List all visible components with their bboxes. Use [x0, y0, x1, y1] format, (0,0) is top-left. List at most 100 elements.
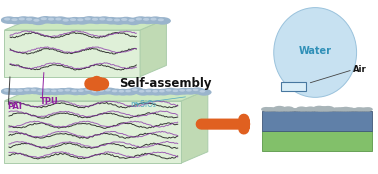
Circle shape — [289, 108, 297, 112]
Circle shape — [40, 17, 47, 20]
Text: Self-assembly: Self-assembly — [119, 77, 212, 90]
Circle shape — [44, 89, 50, 92]
Circle shape — [121, 18, 127, 21]
Circle shape — [67, 17, 83, 25]
Circle shape — [4, 18, 10, 21]
Circle shape — [125, 18, 142, 25]
Circle shape — [336, 107, 346, 112]
Circle shape — [172, 90, 178, 92]
Circle shape — [354, 107, 364, 112]
Circle shape — [305, 106, 316, 112]
Circle shape — [31, 89, 36, 91]
Circle shape — [88, 89, 104, 96]
Circle shape — [139, 90, 144, 93]
Circle shape — [68, 88, 83, 95]
Circle shape — [48, 18, 54, 21]
Circle shape — [109, 89, 124, 96]
Circle shape — [359, 107, 368, 112]
Circle shape — [282, 106, 294, 112]
Polygon shape — [140, 19, 166, 77]
Circle shape — [92, 18, 98, 21]
Circle shape — [74, 17, 90, 25]
Circle shape — [85, 88, 90, 91]
Circle shape — [96, 16, 112, 24]
Circle shape — [55, 88, 70, 95]
Polygon shape — [5, 101, 181, 163]
Polygon shape — [5, 30, 140, 77]
Circle shape — [102, 88, 117, 94]
Circle shape — [341, 107, 351, 112]
Circle shape — [26, 18, 32, 21]
Text: PAI: PAI — [8, 102, 22, 111]
Circle shape — [77, 18, 84, 21]
Circle shape — [345, 107, 355, 112]
Circle shape — [1, 88, 16, 95]
Circle shape — [11, 89, 16, 92]
Bar — [281, 82, 306, 91]
Circle shape — [34, 88, 50, 95]
Text: Water: Water — [299, 46, 332, 56]
Circle shape — [146, 90, 151, 92]
Circle shape — [107, 18, 113, 21]
Circle shape — [311, 108, 319, 112]
Circle shape — [200, 90, 205, 93]
Circle shape — [81, 16, 98, 24]
Circle shape — [332, 107, 342, 112]
Circle shape — [176, 88, 191, 95]
Circle shape — [197, 89, 212, 96]
Circle shape — [154, 17, 171, 25]
Circle shape — [71, 90, 77, 92]
Circle shape — [1, 16, 17, 24]
Circle shape — [70, 18, 76, 21]
Circle shape — [78, 89, 84, 92]
Circle shape — [15, 16, 32, 24]
Circle shape — [279, 107, 288, 112]
Circle shape — [8, 17, 25, 25]
Circle shape — [33, 19, 40, 22]
Circle shape — [51, 90, 57, 92]
Circle shape — [129, 19, 135, 22]
Circle shape — [110, 17, 127, 25]
Circle shape — [166, 89, 172, 92]
Circle shape — [24, 89, 30, 91]
Circle shape — [95, 88, 110, 95]
Circle shape — [271, 108, 279, 112]
Circle shape — [163, 88, 178, 95]
Circle shape — [48, 88, 63, 95]
Circle shape — [58, 89, 64, 92]
Circle shape — [136, 18, 142, 21]
Circle shape — [322, 106, 335, 112]
Text: TPU: TPU — [40, 97, 59, 106]
Circle shape — [85, 17, 91, 20]
Circle shape — [103, 17, 120, 25]
Circle shape — [140, 17, 156, 24]
Circle shape — [88, 17, 105, 24]
Circle shape — [62, 19, 69, 22]
Ellipse shape — [274, 8, 356, 97]
Circle shape — [132, 88, 138, 91]
Circle shape — [136, 89, 151, 96]
Circle shape — [116, 89, 130, 96]
Circle shape — [152, 90, 158, 93]
Circle shape — [17, 89, 23, 92]
Circle shape — [65, 89, 70, 91]
Circle shape — [75, 88, 90, 95]
Circle shape — [11, 18, 18, 21]
Circle shape — [193, 89, 198, 91]
Polygon shape — [5, 90, 208, 101]
Circle shape — [273, 106, 286, 112]
Circle shape — [190, 87, 205, 94]
Circle shape — [363, 107, 373, 112]
Circle shape — [112, 90, 118, 92]
Circle shape — [132, 16, 149, 24]
Circle shape — [28, 87, 43, 94]
Circle shape — [351, 108, 359, 112]
Circle shape — [125, 90, 131, 92]
Circle shape — [82, 87, 97, 94]
Circle shape — [23, 17, 39, 24]
Polygon shape — [181, 90, 208, 163]
Circle shape — [169, 88, 184, 95]
Circle shape — [37, 90, 43, 92]
Circle shape — [143, 89, 158, 95]
Circle shape — [293, 108, 301, 112]
